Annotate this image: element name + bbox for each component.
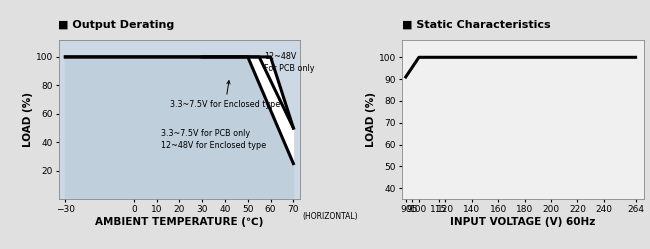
X-axis label: INPUT VOLTAGE (V) 60Hz: INPUT VOLTAGE (V) 60Hz <box>450 217 595 227</box>
Y-axis label: LOAD (%): LOAD (%) <box>23 92 33 147</box>
Text: (HORIZONTAL): (HORIZONTAL) <box>303 212 358 221</box>
Text: ■ Output Derating: ■ Output Derating <box>58 20 175 30</box>
Text: ■ Static Characteristics: ■ Static Characteristics <box>402 20 551 30</box>
X-axis label: AMBIENT TEMPERATURE (℃): AMBIENT TEMPERATURE (℃) <box>95 217 263 227</box>
Y-axis label: LOAD (%): LOAD (%) <box>366 92 376 147</box>
Text: 12~48V
For PCB only: 12~48V For PCB only <box>264 52 314 73</box>
Polygon shape <box>202 57 293 128</box>
Polygon shape <box>66 57 293 164</box>
Text: 3.3~7.5V for PCB only
12~48V for Enclosed type: 3.3~7.5V for PCB only 12~48V for Enclose… <box>161 129 266 150</box>
Text: 3.3~7.5V for Enclosed type: 3.3~7.5V for Enclosed type <box>170 81 281 109</box>
Polygon shape <box>66 57 293 199</box>
